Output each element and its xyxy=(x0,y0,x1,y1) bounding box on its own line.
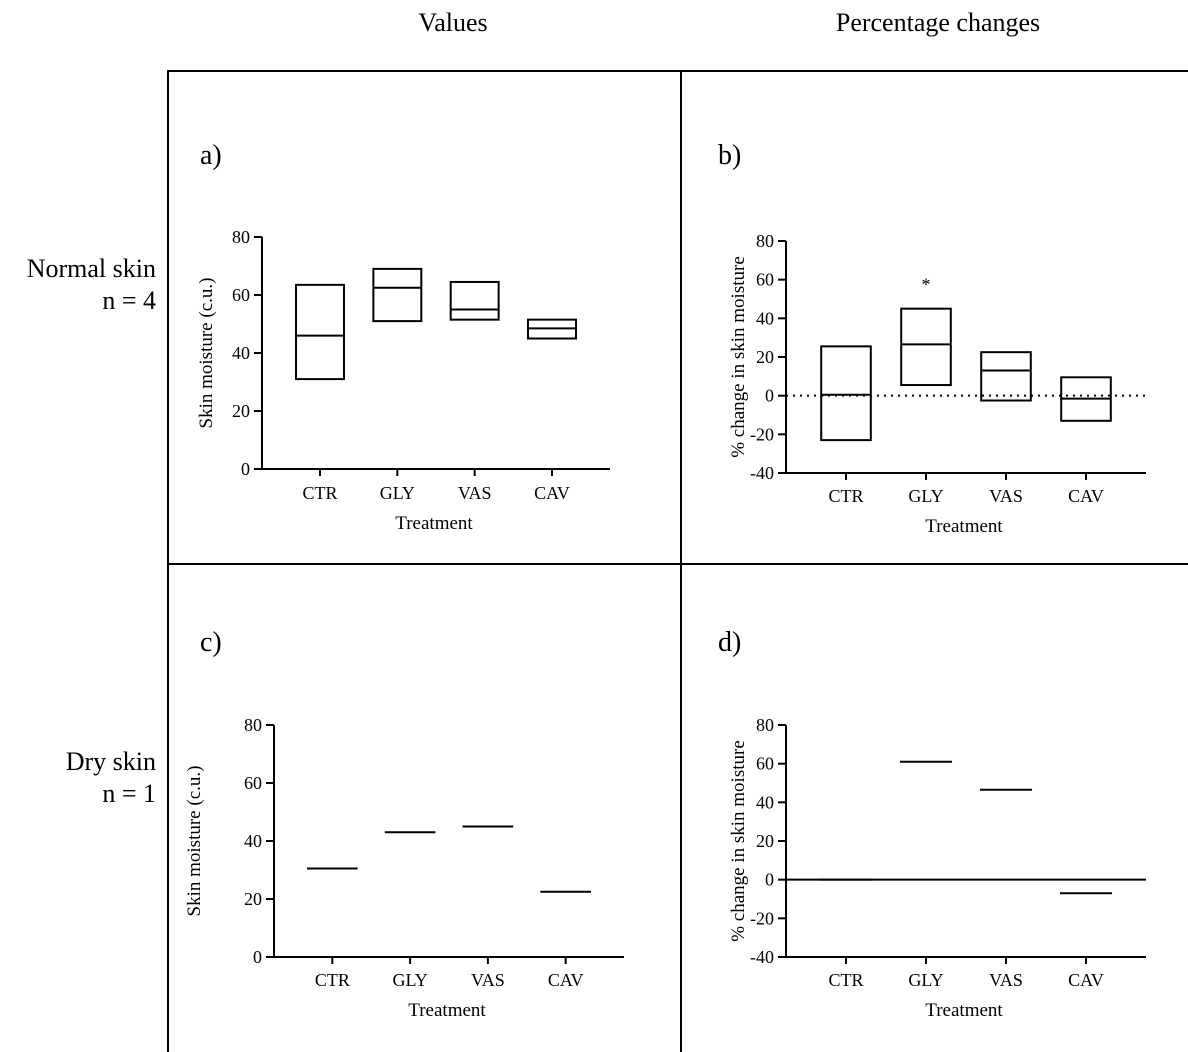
chart-d-x-axis-title: Treatment xyxy=(925,1000,1003,1021)
chart-b-box-vas xyxy=(980,351,1032,402)
chart-b-x-axis-title: Treatment xyxy=(925,516,1003,537)
chart-b-y-tick-label: 20 xyxy=(756,347,774,367)
chart-b-x-tick-label: CAV xyxy=(1068,486,1104,506)
grid-top-border xyxy=(167,70,1188,72)
chart-a-x-tick-label: CTR xyxy=(302,483,337,503)
chart-b-y-tick-label: 40 xyxy=(756,308,774,328)
chart-d-x-tick-label: CTR xyxy=(828,970,863,990)
chart-a-x-tick-label: GLY xyxy=(380,483,415,503)
chart-b-y-tick-label: 80 xyxy=(756,231,774,251)
chart-a-x-tick-label: CAV xyxy=(534,483,570,503)
chart-b-x-tick-label: CTR xyxy=(828,486,863,506)
row-header-normal-skin: Normal skin n = 4 xyxy=(27,253,156,317)
chart-a-y-tick-label: 40 xyxy=(232,343,250,363)
chart-d-y-tick-label: 0 xyxy=(765,870,774,890)
chart-a-y-tick-label: 0 xyxy=(241,459,250,479)
chart-a-y-axis-title: Skin moisture (c.u.) xyxy=(196,278,217,429)
chart-c-y-tick-label: 80 xyxy=(244,715,262,735)
panel-label-d: d) xyxy=(718,627,742,658)
chart-b-x-tick-label: GLY xyxy=(908,486,943,506)
chart-a-box-gly xyxy=(372,267,423,323)
chart-c-x-tick-label: CTR xyxy=(315,970,350,990)
chart-d-y-tick-label: 20 xyxy=(756,831,774,851)
chart-b-box-gly xyxy=(900,307,952,387)
chart-d-y-tick-label: 80 xyxy=(756,715,774,735)
chart-c-x-tick-label: GLY xyxy=(393,970,428,990)
panel-label-c: c) xyxy=(200,627,222,658)
chart-c-y-tick-label: 40 xyxy=(244,831,262,851)
chart-c-y-tick-label: 0 xyxy=(253,947,262,967)
chart-d-x-tick-label: VAS xyxy=(989,970,1023,990)
row-header-dry-skin-n: n = 1 xyxy=(102,779,156,808)
chart-d-y-axis-title: % change in skin moisture xyxy=(728,740,749,942)
chart-b-significance-marker: * xyxy=(922,275,931,295)
row-header-dry-skin: Dry skin n = 1 xyxy=(66,746,156,810)
panel-label-b: b) xyxy=(718,140,742,171)
chart-a-y-tick-label: 20 xyxy=(232,401,250,421)
chart-c-y-axis-title: Skin moisture (c.u.) xyxy=(184,766,205,917)
chart-b-y-tick-label: -40 xyxy=(750,463,774,483)
chart-b-box-ctr xyxy=(820,345,872,442)
chart-a-x-tick-label: VAS xyxy=(458,483,492,503)
chart-a-x-axis-title: Treatment xyxy=(395,513,473,534)
column-header-values: Values xyxy=(418,8,488,37)
chart-b-x-tick-label: VAS xyxy=(989,486,1023,506)
panel-label-a: a) xyxy=(200,140,222,171)
chart-d-x-tick-label: CAV xyxy=(1068,970,1104,990)
chart-b-y-tick-label: -20 xyxy=(750,424,774,444)
chart-c-x-tick-label: CAV xyxy=(548,970,584,990)
chart-d-x-tick-label: GLY xyxy=(908,970,943,990)
chart-a-y-tick-label: 80 xyxy=(232,227,250,247)
chart-d-y-tick-label: -20 xyxy=(750,908,774,928)
grid-middle-divider xyxy=(167,563,1188,565)
row-header-normal-skin-n: n = 4 xyxy=(102,286,156,315)
chart-d-y-tick-label: 40 xyxy=(756,792,774,812)
chart-d-y-tick-label: -40 xyxy=(750,947,774,967)
chart-b-y-tick-label: 0 xyxy=(765,386,774,406)
chart-c-y-tick-label: 60 xyxy=(244,773,262,793)
chart-a-box-vas xyxy=(449,280,500,321)
chart-a-box-ctr xyxy=(295,283,345,381)
row-header-dry-skin-label: Dry skin xyxy=(65,747,156,776)
chart-b-y-axis-title: % change in skin moisture xyxy=(728,256,749,458)
grid-left-border xyxy=(167,70,169,1052)
chart-c-x-tick-label: VAS xyxy=(471,970,505,990)
chart-a-y-tick-label: 60 xyxy=(232,285,250,305)
chart-b-y-tick-label: 60 xyxy=(756,270,774,290)
row-header-normal-skin-label: Normal skin xyxy=(26,254,156,283)
chart-d-y-tick-label: 60 xyxy=(756,754,774,774)
grid-center-divider xyxy=(680,70,682,1052)
column-header-percentage-changes: Percentage changes xyxy=(835,8,1041,37)
chart-c-y-tick-label: 20 xyxy=(244,889,262,909)
chart-c-x-axis-title: Treatment xyxy=(408,1000,486,1021)
